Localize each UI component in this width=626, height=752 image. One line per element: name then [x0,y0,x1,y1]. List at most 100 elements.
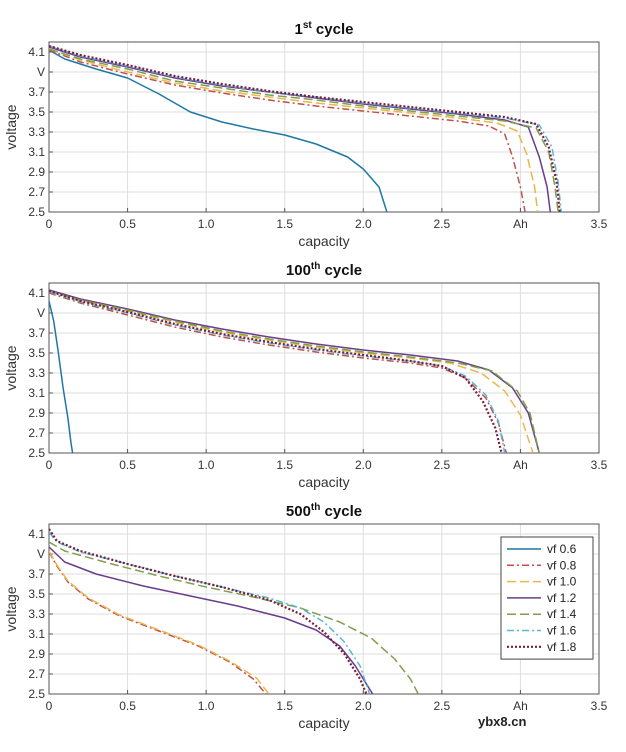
chart-title-number: 1 [295,21,303,38]
y-tick-label: 4.1 [28,286,45,300]
x-tick-label: 3.5 [591,217,608,231]
y-axis-label: voltage [3,345,19,390]
chart-title-superscript: th [311,502,320,513]
y-tick-label: 2.9 [28,647,45,661]
series-line-vf-1-2 [49,546,374,694]
y-tick-label: 3.3 [28,125,45,139]
chart-title-suffix: cycle [312,21,354,38]
x-tick-label: 1.5 [276,217,293,231]
series-line-vf-0-6 [49,49,388,212]
chart-title-superscript: th [311,261,320,272]
series-line-vf-1-2 [49,46,552,212]
legend-entry-label: vf 1.2 [547,591,577,605]
y-axis-label: voltage [3,104,19,149]
series-line-vf-0-8 [49,551,267,694]
chart-panel-2: 0 0.5 1.0 1.5 2.0 2.5 Ah 3.5 4.1 V 3.7 3.5 3.3 3.1 2.9… [3,502,608,731]
x-tick-label: 0 [46,217,53,231]
legend-entry-label: vf 1.0 [547,575,577,589]
x-tick-label: 3.5 [591,458,608,472]
x-axis-label: capacity [298,474,349,490]
x-tick-label: 2.5 [434,217,451,231]
y-tick-label: V [37,65,45,79]
y-tick-label: 3.7 [28,85,45,99]
x-tick-label: 2.0 [355,699,372,713]
y-tick-label: 2.5 [28,687,45,701]
watermark: ybx8.cn [478,714,526,729]
y-tick-label: 2.9 [28,165,45,179]
series-line-vf-0-8 [49,292,508,453]
x-tick-label: 0.5 [119,217,136,231]
y-tick-label: 4.1 [28,527,45,541]
x-tick-label: 1.5 [276,699,293,713]
x-tick-label: 0.5 [119,699,136,713]
x-axis-label: capacity [298,715,349,731]
y-tick-label: 2.5 [28,205,45,219]
series-line-vf-1-0 [49,290,534,453]
series-line-vf-1-8 [49,289,503,453]
y-tick-label: 3.3 [28,607,45,621]
y-tick-label: 3.7 [28,326,45,340]
x-axis-label: capacity [298,233,349,249]
chart-title-superscript: st [303,20,313,31]
y-tick-label: 3.5 [28,105,45,119]
series-line-vf-1-4 [49,541,419,694]
legend-entry-label: vf 0.6 [547,542,577,556]
y-tick-label: V [37,306,45,320]
x-tick-label: 0 [46,458,53,472]
y-tick-label: 3.1 [28,145,45,159]
x-tick-label: 0 [46,699,53,713]
series-line-vf-1-6 [49,45,563,212]
x-tick-label: 2.0 [355,217,372,231]
series-line-vf-1-4 [49,48,559,212]
chart-title-number: 100 [286,262,311,279]
y-tick-label: V [37,547,45,561]
y-tick-label: 4.1 [28,45,45,59]
chart-panel-0: 0 0.5 1.0 1.5 2.0 2.5 Ah 3.5 4.1 V 3.7 3.5 3.3 3.1 2.9… [3,20,608,249]
x-tick-label: Ah [513,699,528,713]
plot-area-frame [48,282,600,454]
x-tick-label: 1.5 [276,458,293,472]
x-tick-label: 2.5 [434,458,451,472]
legend: vf 0.6 vf 0.8 vf 1.0 vf 1.2 vf 1.4 vf 1.6 vf 1… [500,536,594,660]
chart-title: 100th cycle [286,261,362,279]
x-tick-label: 1.0 [198,458,215,472]
y-tick-label: 3.1 [28,386,45,400]
legend-entry-label: vf 1.8 [547,640,577,654]
series-line-vf-1-4 [49,290,541,453]
y-tick-label: 3.5 [28,587,45,601]
x-tick-label: 2.5 [434,699,451,713]
x-tick-label: 0.5 [119,458,136,472]
chart-title-suffix: cycle [320,262,362,279]
y-tick-label: 2.5 [28,446,45,460]
plot-area-frame [48,523,600,695]
chart-title-number: 500 [286,503,311,520]
legend-entry-label: vf 1.4 [547,607,577,621]
series-line-vf-1-8 [49,528,368,694]
chart-title-suffix: cycle [320,503,362,520]
x-tick-label: 1.0 [198,217,215,231]
plot-area-frame [48,41,600,213]
y-tick-label: 3.7 [28,567,45,581]
x-tick-label: 3.5 [591,699,608,713]
legend-entry-label: vf 0.8 [547,558,577,572]
y-tick-label: 2.7 [28,426,45,440]
x-tick-label: Ah [513,458,528,472]
y-tick-label: 2.7 [28,667,45,681]
y-tick-label: 3.5 [28,346,45,360]
chart-title: 500th cycle [286,502,362,520]
y-tick-label: 3.1 [28,627,45,641]
x-tick-label: Ah [513,217,528,231]
legend-entry-label: vf 1.6 [547,624,577,638]
y-tick-label: 2.9 [28,406,45,420]
y-tick-label: 2.7 [28,185,45,199]
series-line-vf-0-6 [49,300,74,453]
x-tick-label: 1.0 [198,699,215,713]
series-line-vf-1-0 [49,550,270,694]
chart-panel-1: 0 0.5 1.0 1.5 2.0 2.5 Ah 3.5 4.1 V 3.7 3.5 3.3 3.1 2.9… [3,261,608,490]
chart-title: 1st cycle [295,20,354,38]
y-axis-label: voltage [3,586,19,631]
series-line-vf-1-0 [49,48,539,212]
y-tick-label: 3.3 [28,366,45,380]
x-tick-label: 2.0 [355,458,372,472]
